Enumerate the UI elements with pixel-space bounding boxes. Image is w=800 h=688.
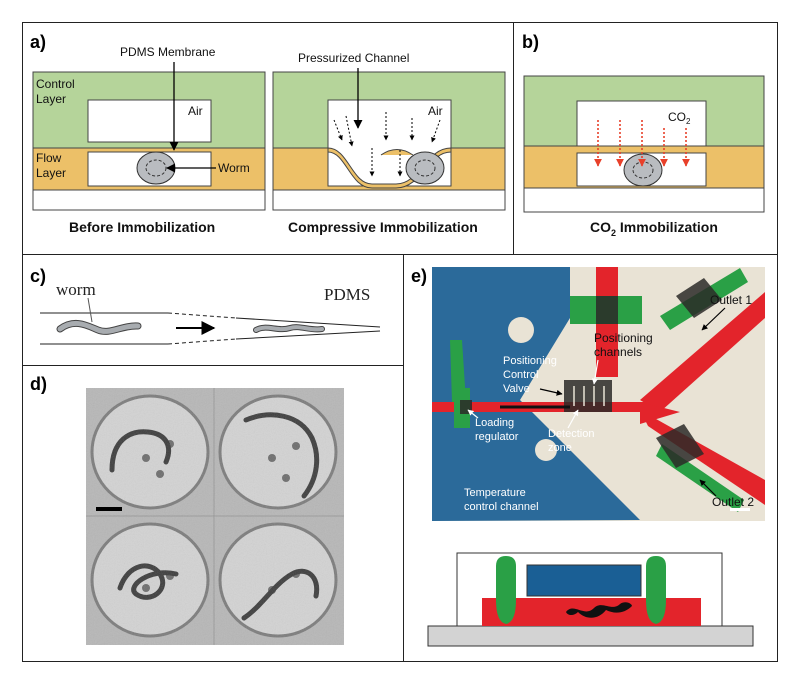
temperature-channel-cross [526,564,642,597]
substrate [32,189,266,211]
glass-substrate [427,625,754,647]
worm-cross-section [623,153,663,187]
panel-c-label: c) [30,266,46,286]
co2-chamber [576,100,707,147]
panel-c: c) worm PDMS [30,266,381,345]
worm-label: worm [56,280,96,299]
detection-zone-arrow [567,409,579,429]
panel-borders [22,22,778,662]
channel-walls [40,312,381,345]
micrograph-grain [86,388,344,645]
caption-before: Before Immobilization [69,219,215,235]
device-cross-section [427,552,754,647]
panel-a-label: a) [30,32,46,52]
control-layer-label-2: Layer [36,92,66,106]
pillar-hole [508,317,534,343]
deflected-membrane [327,147,452,189]
worm-free-fill [57,320,141,334]
worm-cross-section [405,151,445,185]
worm-pointer [87,297,93,323]
valve-label-2: Control [503,369,538,381]
flow-layer-label-1: Flow [36,151,62,165]
valve-overlaps [460,278,722,468]
pdms-label: PDMS [324,285,370,304]
before-immobilization-diagram: Control Layer Flow Layer Air PDMS Membra… [32,45,266,235]
pressure-arrows [333,112,441,177]
worm-inner [414,159,436,177]
worm-trapped-fill [254,325,324,332]
pillar-hole [535,439,557,461]
control-layer-label-1: Control [36,77,75,91]
pressurized-channel-label: Pressurized Channel [298,51,409,65]
outlet2-label: Outlet 2 [712,495,754,509]
valve-arrow [539,388,563,396]
temperature-label-2: control channel [464,501,539,513]
compressive-immobilization-diagram: Air Pressurized Channel Compressive Immo… [272,51,506,235]
substrate [523,187,765,213]
positioning-channels-label-1: Positioning [594,331,653,345]
scale-bar [96,507,122,511]
panel-d: d) [30,374,344,645]
loading-regulator-label-2: regulator [475,431,519,443]
micrograph-grid [86,388,344,645]
panel-b-label: b) [522,32,539,52]
panel-e-label: e) [411,266,427,286]
outlet1-label: Outlet 1 [710,293,752,307]
outlet2-arrow [699,479,717,497]
air-chamber [87,99,212,143]
air-label: Air [188,104,203,118]
positioning-channels-label-2: channels [594,345,642,359]
photo-scale-bar [730,508,750,511]
flow-layer-label-2: Layer [36,166,66,180]
worm-cross-view [566,602,632,618]
panel-b: b) CO2 CO2 Immobilization [522,32,765,238]
temperature-channel-region [432,267,640,521]
detection-zone-label-2: zone [548,442,572,454]
outlet1-arrow [701,307,726,331]
device-photo: Outlet 1 Outlet 2 Positioning channels P… [432,267,765,521]
worm-inner [145,159,167,177]
panel-a: a) Control Layer Flow Layer Air PDMS Mem… [30,32,506,235]
positioning-channels-arrow [591,359,599,385]
pdms-membrane-label: PDMS Membrane [120,45,216,59]
caption-co2: CO2 Immobilization [590,219,718,238]
worm-label: Worm [218,161,250,175]
positioning-channels [573,386,605,406]
caption-compressive: Compressive Immobilization [288,219,478,235]
air-label: Air [428,104,443,118]
control-valve-left [496,556,516,624]
valve-label-3: Valve [503,383,530,395]
valve-label-1: Positioning [503,355,557,367]
loading-regulator-arrow [467,409,479,419]
panel-e: e) [411,266,765,647]
loading-regulator-label-1: Loading [475,417,514,429]
control-valve-right [646,556,666,624]
temperature-label-1: Temperature [464,487,526,499]
membrane-bulge [380,149,414,156]
detection-zone-label-1: Detection [548,428,594,440]
substrate [272,189,506,211]
co2-label: CO2 [668,110,691,126]
panel-d-label: d) [30,374,47,394]
